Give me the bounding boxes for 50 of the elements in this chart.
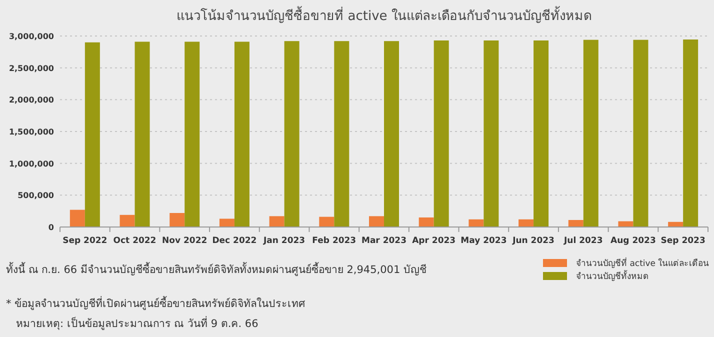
bar	[384, 41, 399, 227]
bar	[518, 219, 534, 227]
bar	[369, 216, 384, 227]
bar	[534, 40, 549, 227]
x-tick-label: Jul 2023	[563, 236, 603, 246]
y-tick-label: 0	[48, 223, 54, 232]
bar	[633, 40, 648, 227]
x-tick-label: Dec 2022	[212, 236, 257, 246]
bar	[418, 217, 434, 227]
x-tick-label: Jun 2023	[512, 236, 555, 246]
legend-label: จำนวนบัญชีทั้งหมด	[576, 270, 649, 282]
bar	[319, 216, 334, 227]
bar	[583, 40, 598, 227]
x-tick-label: Oct 2022	[113, 236, 156, 246]
bar	[170, 212, 185, 227]
bar	[334, 41, 350, 227]
text: หมายเหตุ: เป็นข้อมูลประมาณการ ณ วันที่ 9 ต.ค. 66	[16, 316, 259, 330]
y-tick-label: 2,500,000	[8, 64, 54, 73]
bar	[568, 220, 584, 227]
bar	[284, 41, 300, 227]
bar	[70, 210, 85, 227]
y-tick-label: 3,000,000	[8, 32, 54, 41]
chart-title: แนวโน้มจำนวนบัญชีซื้อขายที่ active ในแต่ละเดือนกับจำนวนบัญชีทั้งหมด	[176, 6, 592, 24]
bar	[269, 216, 284, 227]
x-tick-label: Sep 2023	[660, 236, 706, 246]
bar	[219, 218, 234, 227]
x-tick-label: Sep 2022	[62, 236, 108, 246]
text: * ข้อมูลจำนวนบัญชีที่เปิดผ่านศูนย์ซื้อขายสินทรัพย์ดิจิทัลในประเทศ	[6, 296, 306, 310]
x-tick-label: Nov 2022	[162, 236, 208, 246]
x-tick-label: Jan 2023	[262, 236, 306, 246]
bar	[120, 214, 135, 227]
bar	[434, 40, 449, 227]
y-tick-label: 500,000	[18, 191, 54, 200]
legend-label: จำนวนบัญชีที่ active ในแต่ละเดือน	[576, 257, 710, 269]
x-tick-label: Aug 2023	[610, 236, 656, 246]
y-tick-label: 1,000,000	[8, 159, 54, 168]
bar	[468, 219, 484, 227]
x-tick-label: Mar 2023	[361, 236, 407, 246]
text: ทั้งนี้ ณ ก.ย. 66 มีจำนวนบัญชีซื้อขายสินทรัพย์ดิจิทัลทั้งหมดผ่านศูนย์ซื้อขาย 2,945,001 บัญชี	[6, 262, 427, 276]
bar	[84, 42, 100, 227]
bar	[683, 40, 698, 227]
x-tick-label: May 2023	[460, 236, 507, 246]
y-tick-label: 1,500,000	[8, 128, 54, 136]
x-tick-label: Apr 2023	[412, 236, 456, 246]
bar	[234, 42, 250, 227]
y-tick-label: 2,000,000	[8, 96, 54, 105]
bar	[484, 40, 499, 227]
bar	[184, 42, 200, 227]
x-tick-label: Feb 2023	[312, 236, 356, 246]
bar	[134, 42, 150, 227]
